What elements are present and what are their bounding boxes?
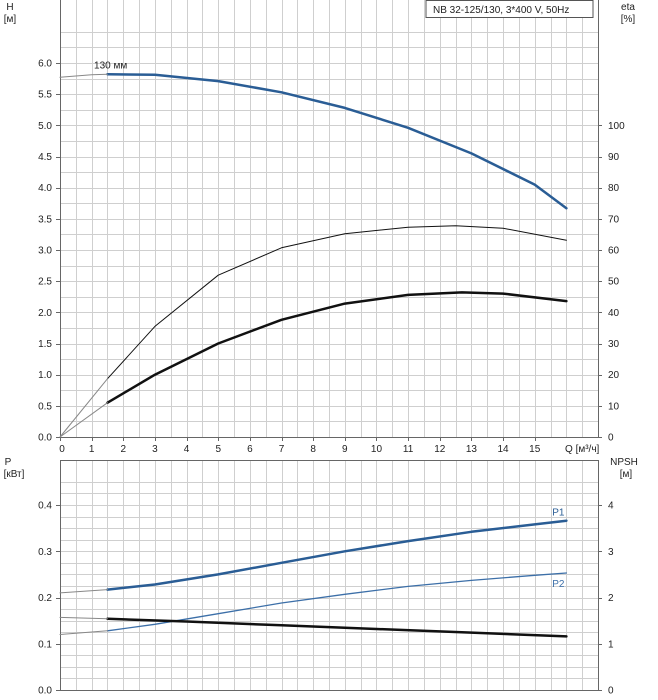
- y-left-tick-label: 1.5: [38, 339, 52, 350]
- curve-line: [107, 225, 567, 380]
- y-right-tick-label: 90: [608, 152, 620, 163]
- series-label: P1: [552, 508, 565, 519]
- y-left-tick-label: 0.5: [38, 401, 52, 412]
- y-right-tick-label: 0: [608, 433, 614, 444]
- y-left-tick-label: 3.5: [38, 214, 52, 225]
- y-left-tick-label: 2.5: [38, 277, 52, 288]
- y-left-tick-label: 0.1: [38, 639, 52, 650]
- y-left-tick-label: 0.0: [38, 686, 52, 697]
- x-tick-label: 1: [89, 444, 95, 455]
- x-axis-label: Q [м³/ч]: [565, 444, 600, 455]
- y-right-tick-label: 80: [608, 183, 620, 194]
- y-left-axis-unit: [м]: [4, 14, 17, 25]
- y-right-axis-title: eta: [621, 2, 635, 13]
- y-left-tick-label: 0.2: [38, 593, 52, 604]
- y-right-tick-label: 50: [608, 277, 620, 288]
- x-tick-label: 14: [497, 444, 509, 455]
- x-tick-label: 0: [59, 444, 65, 455]
- curve-annotation: 130 мм: [94, 60, 127, 71]
- labels-layer: 0.0 0.5 1.0 1.5 2.0 2.5 3.0 3.5 4.0 4.5 5.0 5.5 6.0 0…: [4, 2, 638, 697]
- y-left-tick-label: 5.0: [38, 121, 52, 132]
- x-tick-label: 4: [184, 444, 190, 455]
- x-tick-label: 3: [152, 444, 158, 455]
- y-right-tick-label: 40: [608, 308, 620, 319]
- y-right-tick-label: 3: [608, 547, 614, 558]
- y-right-tick-label: 0: [608, 686, 614, 697]
- x-tick-label: 10: [371, 444, 383, 455]
- x-tick-label: 6: [247, 444, 253, 455]
- x-tick-label: 12: [434, 444, 446, 455]
- y-right-tick-label: 70: [608, 214, 620, 225]
- y-right-axis-unit: [м]: [620, 469, 633, 480]
- title-box: NB 32-125/130, 3*400 V, 50Hz: [425, 0, 594, 18]
- curve-line: [59, 630, 108, 635]
- y-right-tick-label: 1: [608, 639, 614, 650]
- curve-line: [59, 402, 108, 438]
- y-left-axis-unit: [кВт]: [4, 469, 25, 480]
- y-left-tick-label: 0.4: [38, 501, 52, 512]
- chart-title: NB 32-125/130, 3*400 V, 50Hz: [433, 5, 569, 16]
- curve-line: [59, 73, 108, 78]
- y-left-tick-label: 4.0: [38, 183, 52, 194]
- curve-line: [106, 72, 568, 210]
- axes-layer: [56, 0, 602, 691]
- x-tick-label: 15: [529, 444, 541, 455]
- curve-line: [106, 617, 568, 638]
- y-left-tick-label: 4.5: [38, 152, 52, 163]
- x-tick-label: 7: [279, 444, 285, 455]
- y-right-tick-label: 30: [608, 339, 620, 350]
- x-tick-label: 5: [215, 444, 221, 455]
- y-right-tick-label: 4: [608, 501, 614, 512]
- x-tick-label: 9: [342, 444, 348, 455]
- series-layer: [59, 72, 568, 638]
- y-right-axis-unit: [%]: [621, 14, 636, 25]
- series-label: P2: [552, 579, 565, 590]
- y-left-axis-title: P: [5, 457, 12, 468]
- title-box-frame: [425, 0, 594, 18]
- y-right-tick-label: 20: [608, 370, 620, 381]
- curve-line: [59, 616, 108, 620]
- y-right-tick-label: 2: [608, 593, 614, 604]
- y-left-tick-label: 0.0: [38, 433, 52, 444]
- x-tick-label: 13: [466, 444, 478, 455]
- y-left-tick-label: 5.5: [38, 90, 52, 101]
- y-left-tick-label: 3.0: [38, 246, 52, 257]
- y-right-tick-label: 10: [608, 401, 620, 412]
- curve-line: [59, 378, 108, 438]
- curve-line: [106, 519, 568, 591]
- y-left-tick-label: 6.0: [38, 59, 52, 70]
- y-left-tick-label: 0.3: [38, 547, 52, 558]
- x-tick-label: 8: [310, 444, 316, 455]
- y-left-tick-label: 2.0: [38, 308, 52, 319]
- grid-layer: [60, 0, 599, 691]
- y-right-tick-label: 100: [608, 121, 625, 132]
- y-left-tick-label: 1.0: [38, 370, 52, 381]
- x-tick-label: 2: [121, 444, 127, 455]
- y-left-axis-title: H: [6, 2, 13, 13]
- y-right-axis-title: NPSH: [610, 457, 638, 468]
- y-right-tick-label: 60: [608, 246, 620, 257]
- curve-line: [59, 589, 108, 594]
- curve-line: [106, 291, 568, 404]
- x-tick-label: 11: [403, 444, 414, 455]
